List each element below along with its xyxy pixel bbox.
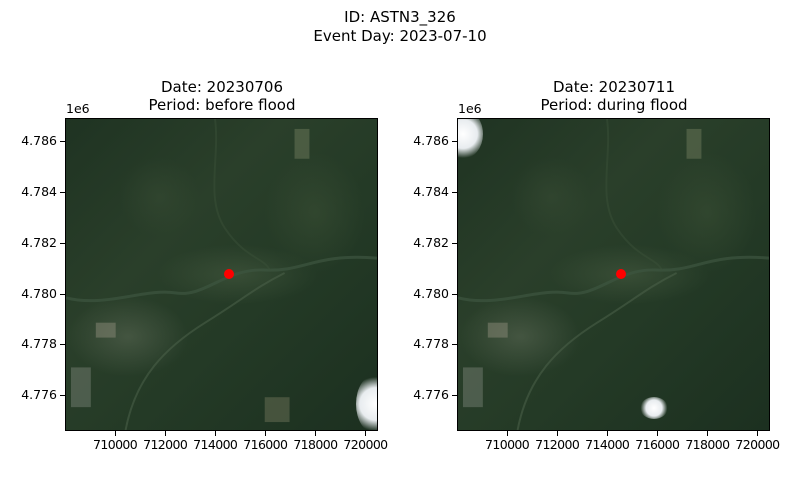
x-tick-mark <box>607 431 609 436</box>
x-tick-label: 712000 <box>143 437 188 452</box>
y-tick-label: 4.782 <box>413 234 449 250</box>
x-tick-mark <box>507 431 509 436</box>
panel-subtitle: Period: before flood <box>148 96 296 114</box>
x-tick-label: 720000 <box>735 437 780 452</box>
cloud <box>640 397 668 419</box>
x-tick-mark <box>265 431 267 436</box>
y-tick-mark <box>60 191 65 193</box>
satellite-map <box>457 118 770 431</box>
location-marker <box>615 269 626 280</box>
cloud <box>356 374 377 430</box>
y-tick-label: 4.784 <box>413 183 449 199</box>
y-tick-label: 4.780 <box>21 285 57 301</box>
y-tick-label: 4.776 <box>413 387 449 403</box>
x-tick-label: 720000 <box>343 437 388 452</box>
y-tick-label: 4.778 <box>21 336 57 352</box>
figure-subtitle: Event Day: 2023-07-10 <box>313 27 487 45</box>
x-tick-mark <box>165 431 167 436</box>
y-tick-label: 4.786 <box>413 132 449 148</box>
x-tick-label: 718000 <box>685 437 730 452</box>
x-tick-label: 710000 <box>485 437 530 452</box>
y-tick-mark <box>452 293 457 295</box>
x-tick-mark <box>557 431 559 436</box>
y-tick-mark <box>60 395 65 397</box>
panel-subtitle: Period: during flood <box>540 96 688 114</box>
location-marker <box>223 269 234 280</box>
river-overlay <box>458 119 769 430</box>
y-tick-label: 4.776 <box>21 387 57 403</box>
y-tick-mark <box>452 191 457 193</box>
y-tick-label: 4.780 <box>413 285 449 301</box>
x-tick-label: 714000 <box>585 437 630 452</box>
x-tick-label: 716000 <box>635 437 680 452</box>
x-tick-label: 714000 <box>193 437 238 452</box>
y-tick-mark <box>60 242 65 244</box>
y-tick-mark <box>452 242 457 244</box>
y-tick-label: 4.786 <box>21 132 57 148</box>
y-tick-mark <box>452 395 457 397</box>
y-tick-label: 4.782 <box>21 234 57 250</box>
panel-title: Date: 20230711 <box>552 78 676 96</box>
x-tick-mark <box>707 431 709 436</box>
y-tick-mark <box>60 344 65 346</box>
x-tick-mark <box>315 431 317 436</box>
x-tick-mark <box>757 431 759 436</box>
y-tick-mark <box>60 293 65 295</box>
y-tick-label: 4.784 <box>21 183 57 199</box>
y-tick-label: 4.778 <box>413 336 449 352</box>
x-tick-mark <box>365 431 367 436</box>
x-tick-label: 716000 <box>243 437 288 452</box>
x-tick-mark <box>215 431 217 436</box>
x-tick-label: 712000 <box>535 437 580 452</box>
y-tick-mark <box>452 344 457 346</box>
y-axis-offset: 1e6 <box>458 101 482 116</box>
x-tick-label: 710000 <box>93 437 138 452</box>
y-tick-mark <box>60 140 65 142</box>
panel-title: Date: 20230706 <box>160 78 284 96</box>
river-overlay <box>66 119 377 430</box>
figure-title: ID: ASTN3_326 <box>344 8 456 26</box>
x-tick-mark <box>657 431 659 436</box>
y-axis-offset: 1e6 <box>66 101 90 116</box>
satellite-map <box>65 118 378 431</box>
x-tick-label: 718000 <box>293 437 338 452</box>
y-tick-mark <box>452 140 457 142</box>
x-tick-mark <box>115 431 117 436</box>
